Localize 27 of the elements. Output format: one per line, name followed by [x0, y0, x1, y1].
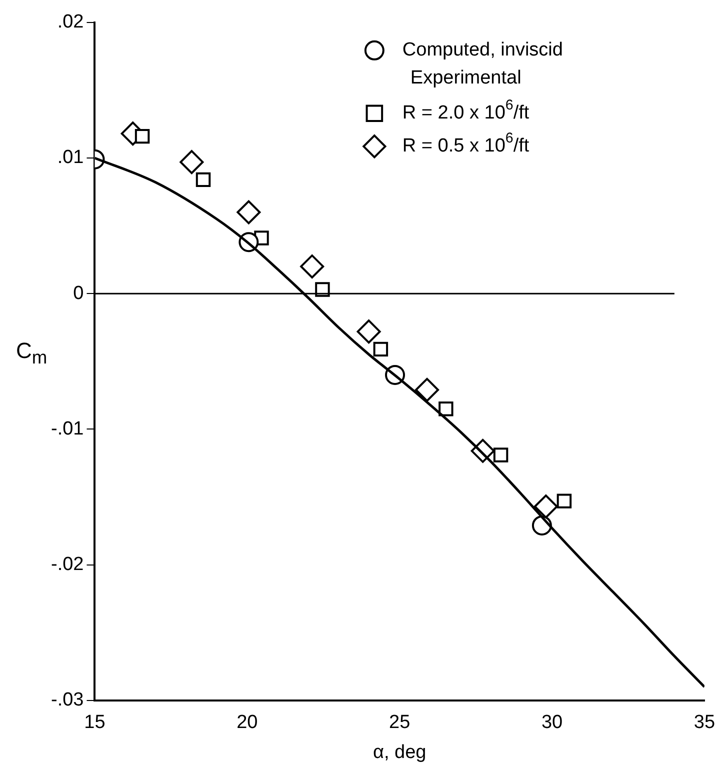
y-tick-label: .01: [57, 147, 84, 168]
x-tick-label: 20: [236, 712, 258, 734]
point: [556, 494, 572, 508]
x-tick-label: 15: [84, 712, 106, 734]
x-tick-label: 35: [694, 712, 716, 734]
legend-label: Computed, inviscid: [402, 40, 563, 61]
point: [180, 150, 204, 174]
point: [236, 200, 261, 224]
x-tick-label: 30: [541, 712, 563, 734]
annotation: Experimental: [410, 68, 522, 89]
x-axis-title: α, deg: [372, 742, 426, 763]
point: [415, 378, 440, 402]
point: [196, 172, 211, 188]
point: [300, 254, 324, 278]
point: [438, 401, 454, 416]
point: [534, 494, 558, 518]
y-tick-label: 0: [73, 282, 84, 304]
point: [373, 342, 388, 357]
y-tick-label: -.02: [50, 554, 84, 576]
point: [493, 448, 508, 462]
point: [356, 320, 381, 344]
y-tick-label: -.03: [50, 690, 84, 711]
y-axis-title: C$_{m}$: [16, 338, 48, 368]
point: [134, 128, 150, 144]
y-tick-label: -.01: [50, 418, 84, 440]
x-tick-label: 25: [389, 712, 410, 734]
y-tick-label: .02: [57, 12, 84, 33]
